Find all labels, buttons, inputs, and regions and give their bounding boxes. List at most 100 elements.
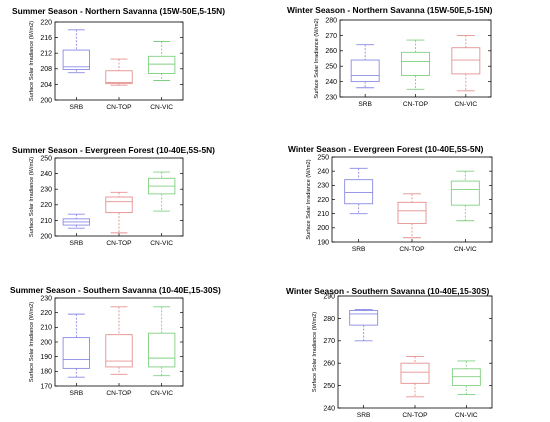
y-tick-label: 230 xyxy=(325,94,337,101)
iqr-box xyxy=(147,332,176,368)
iqr-box xyxy=(105,334,133,368)
box-cn-vic xyxy=(147,171,176,212)
iqr-box xyxy=(401,51,430,76)
chart-panel: Winter Season - Southern Savanna (10-40E… xyxy=(286,286,493,419)
box-srb xyxy=(344,167,374,215)
y-tick-label: 240 xyxy=(317,169,329,176)
chart-panel: Summer Season - Southern Savanna (10-40E… xyxy=(10,285,221,397)
box-cn-vic xyxy=(451,34,481,92)
chart-panel: Winter Season - Northern Savanna (15W-50… xyxy=(287,5,493,108)
category-label: CN-VIC xyxy=(454,101,477,108)
category-label: SRB xyxy=(357,412,371,419)
plot-frame xyxy=(339,19,492,98)
iqr-box xyxy=(349,310,379,326)
chart-title: Summer Season - Southern Savanna (10-40E… xyxy=(10,285,221,295)
box-srb xyxy=(62,313,91,378)
category-label: CN-TOP xyxy=(106,104,132,111)
y-tick-label: 230 xyxy=(317,183,329,190)
chart-title: Winter Season - Evergreen Forest (10-40E… xyxy=(288,144,484,154)
box-srb xyxy=(350,44,380,89)
y-tick-label: 220 xyxy=(40,202,52,209)
iqr-box xyxy=(350,59,380,83)
box-cn-vic xyxy=(451,360,481,396)
y-tick-label: 170 xyxy=(40,383,52,390)
category-label: CN-VIC xyxy=(150,240,173,247)
category-label: CN-VIC xyxy=(454,246,477,253)
y-tick-label: 180 xyxy=(40,369,52,376)
y-axis-label: Surface Solar Irradiance (W/m2) xyxy=(312,312,318,392)
y-axis-label: Surface Solar Irradiance (W/m2) xyxy=(314,18,320,98)
box-cn-top xyxy=(105,306,133,375)
box-cn-vic xyxy=(147,306,176,377)
category-label: SRB xyxy=(70,240,84,247)
chart-title: Winter Season - Southern Savanna (10-40E… xyxy=(286,286,490,296)
plot-frame xyxy=(331,156,493,243)
y-axis-label: Surface Solar Irradiance (W/m2) xyxy=(29,157,35,237)
y-tick-label: 200 xyxy=(40,233,52,240)
y-tick-label: 220 xyxy=(40,310,52,317)
category-label: SRB xyxy=(70,390,84,397)
chart-panel: Summer Season - Evergreen Forest (10-40E… xyxy=(12,145,215,247)
y-tick-label: 260 xyxy=(325,48,337,55)
iqr-box xyxy=(451,368,481,387)
iqr-box xyxy=(62,337,91,369)
y-tick-label: 210 xyxy=(40,218,52,225)
y-axis-label: Surface Solar Irradiance (W/m2) xyxy=(29,21,35,101)
y-tick-label: 220 xyxy=(317,197,329,204)
y-tick-label: 280 xyxy=(325,17,337,24)
chart-panel: Summer Season - Northern Savanna (15W-50… xyxy=(12,6,225,111)
chart-title: Winter Season - Northern Savanna (15W-50… xyxy=(287,5,493,15)
y-tick-label: 204 xyxy=(40,82,52,89)
category-label: CN-VIC xyxy=(150,390,173,397)
category-label: CN-TOP xyxy=(106,240,132,247)
y-tick-label: 210 xyxy=(40,325,52,332)
category-label: CN-TOP xyxy=(402,412,428,419)
chart-panel: Winter Season - Evergreen Forest (10-40E… xyxy=(288,144,493,253)
iqr-box xyxy=(397,201,427,225)
box-srb xyxy=(349,308,379,342)
y-tick-label: 280 xyxy=(323,316,335,323)
y-tick-label: 220 xyxy=(40,19,52,26)
chart-title: Summer Season - Evergreen Forest (10-40E… xyxy=(12,145,215,155)
y-tick-label: 270 xyxy=(323,338,335,345)
category-label: CN-TOP xyxy=(399,246,425,253)
category-label: CN-TOP xyxy=(106,390,132,397)
y-tick-label: 240 xyxy=(40,171,52,178)
box-cn-top xyxy=(105,191,133,234)
box-cn-vic xyxy=(147,41,176,81)
y-tick-label: 212 xyxy=(40,51,52,58)
category-label: CN-VIC xyxy=(150,104,173,111)
category-label: SRB xyxy=(352,246,366,253)
y-tick-label: 216 xyxy=(40,35,52,42)
iqr-box xyxy=(105,196,133,214)
y-tick-label: 290 xyxy=(323,293,335,300)
y-tick-label: 240 xyxy=(325,79,337,86)
box-srb xyxy=(62,29,91,74)
y-tick-label: 190 xyxy=(317,239,329,246)
y-tick-label: 230 xyxy=(40,295,52,302)
box-cn-top xyxy=(105,58,133,86)
iqr-box xyxy=(400,362,430,384)
category-label: CN-TOP xyxy=(403,101,429,108)
y-tick-label: 200 xyxy=(40,97,52,104)
y-axis-label: Surface Solar Irradiance (W/m2) xyxy=(29,302,35,382)
iqr-box xyxy=(451,47,481,75)
category-label: CN-VIC xyxy=(455,412,478,419)
y-axis-label: Surface Solar Irradiance (W/m2) xyxy=(306,159,312,239)
chart-title: Summer Season - Northern Savanna (15W-50… xyxy=(12,6,225,16)
box-cn-vic xyxy=(450,170,480,222)
iqr-box xyxy=(450,180,480,206)
y-tick-label: 250 xyxy=(323,383,335,390)
y-tick-label: 270 xyxy=(325,33,337,40)
box-srb xyxy=(62,213,91,229)
y-tick-label: 250 xyxy=(325,64,337,71)
iqr-box xyxy=(344,179,374,205)
iqr-box xyxy=(105,70,133,85)
iqr-box xyxy=(62,49,91,71)
y-tick-label: 260 xyxy=(323,361,335,368)
y-tick-label: 190 xyxy=(40,354,52,361)
y-tick-label: 250 xyxy=(317,154,329,161)
y-tick-label: 210 xyxy=(317,211,329,218)
box-cn-top xyxy=(400,356,430,398)
